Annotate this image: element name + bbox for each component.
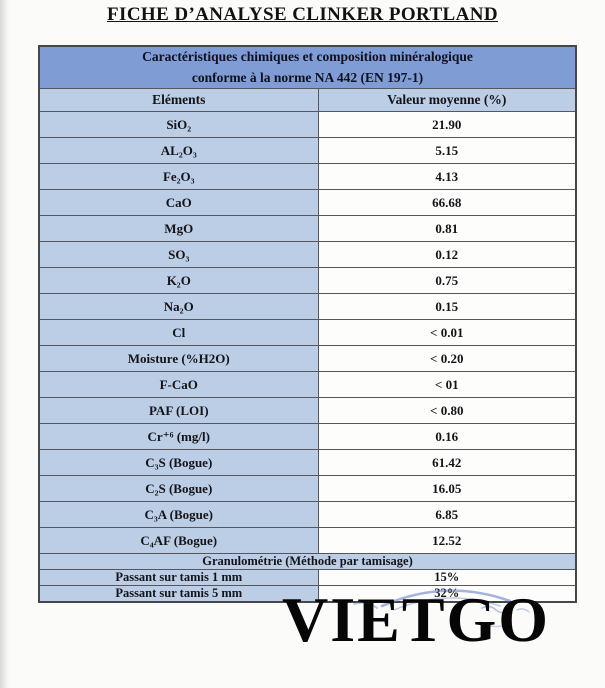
granulometry-header-row: Granulométrie (Méthode par tamisage) [38,553,577,570]
column-header-elements: Eléments [38,88,319,112]
table-row: SO₃ 0.12 [38,241,577,268]
granulometry-row: Passant sur tamis 1 mm 15% [38,569,577,586]
value-cell: 6.85 [317,501,577,528]
element-cell: SiO₂ [38,111,319,138]
granulometry-header-cell: Granulométrie (Méthode par tamisage) [38,553,577,570]
value-cell: < 0.80 [317,397,577,424]
table-row: K₂O 0.75 [38,267,577,294]
value-cell: 0.12 [317,241,577,268]
table-row: F-CaO < 01 [38,371,577,398]
table-row: C₄AF (Bogue) 12.52 [38,527,577,554]
column-header-value: Valeur moyenne (%) [317,88,577,112]
table-title-band: Caractéristiques chimiques et compositio… [38,45,577,89]
element-cell: C₂S (Bogue) [38,475,319,502]
value-cell: 12.52 [317,527,577,554]
scan-edge-artifact [0,0,9,688]
table-title-line2: conforme à la norme NA 442 (EN 197-1) [191,69,424,85]
value-cell: 15% [317,569,577,586]
table-row: MgO 0.81 [38,215,577,242]
element-cell: Na₂O [38,293,319,320]
value-cell: 61.42 [317,449,577,476]
table-row: Moisture (%H2O) < 0.20 [38,345,577,372]
element-cell: MgO [38,215,319,242]
value-cell: 0.16 [317,423,577,450]
table-row: CaO 66.68 [38,189,577,216]
element-cell: Fe₂O₃ [38,163,319,190]
element-cell: AL₂O₃ [38,137,319,164]
table-row: Na₂O 0.15 [38,293,577,320]
value-cell: 5.15 [317,137,577,164]
value-cell: < 0.20 [317,345,577,372]
table-title-line1: Caractéristiques chimiques et compositio… [142,49,473,65]
element-cell: Cr⁺⁶ (mg/l) [38,423,319,450]
element-cell: CaO [38,189,319,216]
table-row: SiO₂ 21.90 [38,111,577,138]
element-cell: C₃A (Bogue) [38,501,319,528]
value-cell: < 01 [317,371,577,398]
analysis-table: Caractéristiques chimiques et compositio… [38,45,578,603]
table-row: Fe₂O₃ 4.13 [38,163,577,190]
table-row: C₃S (Bogue) 61.42 [38,449,577,476]
element-cell: K₂O [38,267,319,294]
value-cell: 0.15 [317,293,577,320]
document-title: FICHE D’ANALYSE CLINKER PORTLAND [107,4,498,25]
value-cell: 4.13 [317,163,577,190]
value-cell: 21.90 [317,111,577,138]
element-cell: C₄AF (Bogue) [38,527,319,554]
table-row: C₃A (Bogue) 6.85 [38,501,577,528]
table-row: Cl < 0.01 [38,319,577,346]
element-cell: Cl [38,319,319,346]
table-row: Cr⁺⁶ (mg/l) 0.16 [38,423,577,450]
element-cell: Moisture (%H2O) [38,345,319,372]
table-title-cell: Caractéristiques chimiques et compositio… [38,45,577,89]
analysis-table-body: Caractéristiques chimiques et compositio… [38,45,577,603]
element-cell: PAF (LOI) [38,397,319,424]
table-row: C₂S (Bogue) 16.05 [38,475,577,502]
element-cell: SO₃ [38,241,319,268]
vietgo-watermark: VIETGO [282,584,551,655]
element-cell: Passant sur tamis 1 mm [38,569,319,586]
value-cell: < 0.01 [317,319,577,346]
value-cell: 0.75 [317,267,577,294]
element-cell: Passant sur tamis 5 mm [38,585,319,603]
column-header-row: Eléments Valeur moyenne (%) [38,88,577,112]
value-cell: 16.05 [317,475,577,502]
value-cell: 66.68 [317,189,577,216]
element-cell: F-CaO [38,371,319,398]
table-row: PAF (LOI) < 0.80 [38,397,577,424]
element-cell: C₃S (Bogue) [38,449,319,476]
value-cell: 0.81 [317,215,577,242]
table-row: AL₂O₃ 5.15 [38,137,577,164]
